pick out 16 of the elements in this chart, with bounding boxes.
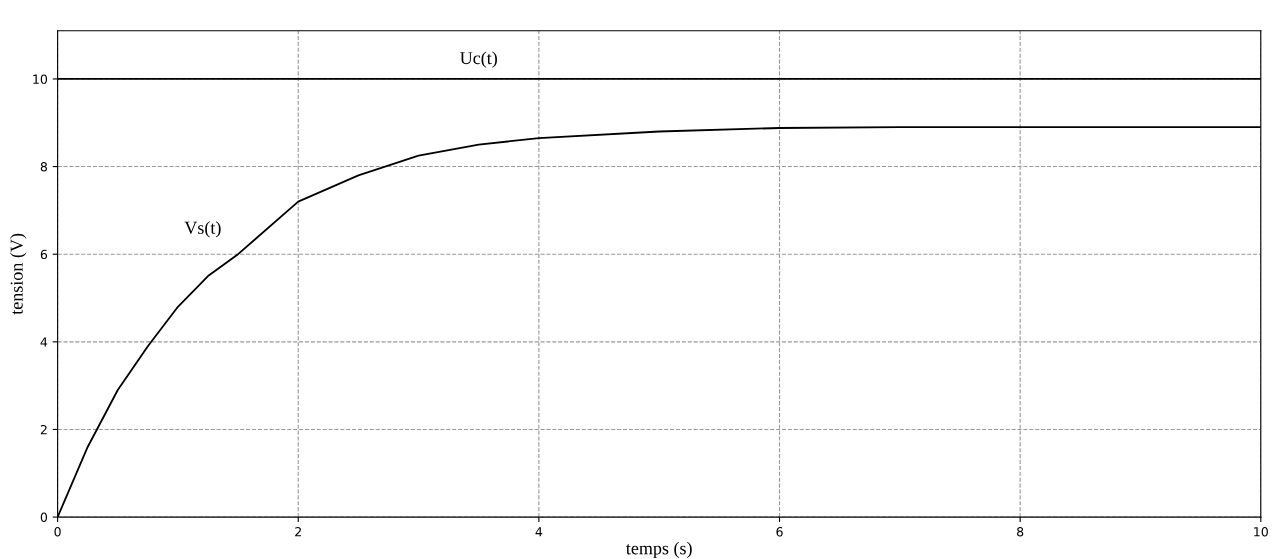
y-tick-label: 6 xyxy=(40,249,48,260)
y-tick-label: 0 xyxy=(40,512,48,522)
x-axis-title: temps (s) xyxy=(626,541,692,559)
x-tick-label: 8 xyxy=(1017,527,1024,537)
series-label: Uc(t) xyxy=(460,51,497,68)
y-tick-label: 2 xyxy=(40,424,47,435)
x-tick-label: 10 xyxy=(1254,527,1268,537)
x-tick-label: 6 xyxy=(776,527,783,537)
x-tick-label: 0 xyxy=(54,527,61,537)
y-tick-label: 8 xyxy=(40,162,48,172)
x-tick-label: 4 xyxy=(535,527,543,537)
y-tick-label: 10 xyxy=(33,74,48,84)
x-tick-label: 2 xyxy=(295,527,301,537)
y-tick-label: 4 xyxy=(40,337,48,347)
y-axis-title: tension (V) xyxy=(10,233,27,315)
series-label: Vs(t) xyxy=(184,221,221,238)
